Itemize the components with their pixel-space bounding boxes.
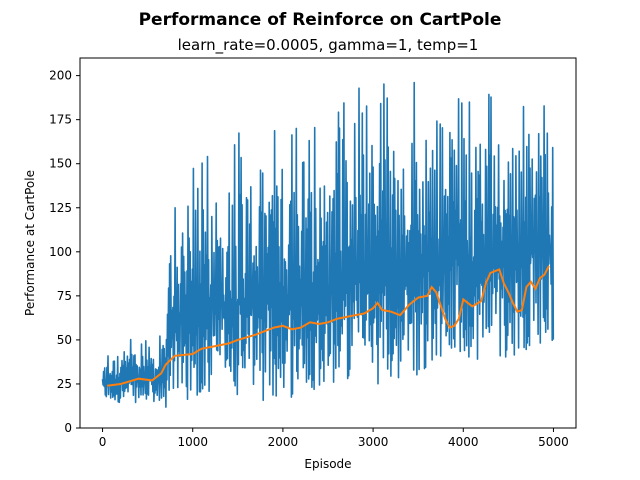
y-tick-label: 100 [49, 245, 72, 259]
x-tick-label: 5000 [538, 435, 569, 449]
axes-frame [79, 57, 577, 429]
y-tick-label: 50 [57, 333, 72, 347]
y-tick-label: 25 [57, 377, 72, 391]
y-axis-ticks: 0 25 50 75 100 125 150 175 200 [49, 69, 80, 435]
x-axis-label: Episode [304, 457, 351, 471]
x-tick-label: 3000 [358, 435, 389, 449]
plot-area [101, 81, 555, 408]
y-tick-label: 0 [64, 421, 72, 435]
x-tick-label: 0 [99, 435, 107, 449]
x-tick-label: 4000 [448, 435, 479, 449]
raw-performance-line [101, 81, 555, 408]
y-axis-label: Performance at CartPole [23, 170, 37, 316]
y-tick-label: 175 [49, 113, 72, 127]
chart-subtitle: learn_rate=0.0005, gamma=1, temp=1 [178, 36, 479, 55]
x-axis-ticks: 0 1000 2000 3000 4000 5000 [99, 428, 569, 449]
y-tick-label: 75 [57, 289, 72, 303]
x-tick-label: 2000 [268, 435, 299, 449]
y-tick-label: 200 [49, 69, 72, 83]
y-tick-label: 125 [49, 201, 72, 215]
y-tick-label: 150 [49, 157, 72, 171]
series-raw-performance [101, 81, 555, 408]
series-moving-average [106, 265, 550, 387]
x-tick-label: 1000 [177, 435, 208, 449]
chart-title: Performance of Reinforce on CartPole [139, 10, 502, 30]
